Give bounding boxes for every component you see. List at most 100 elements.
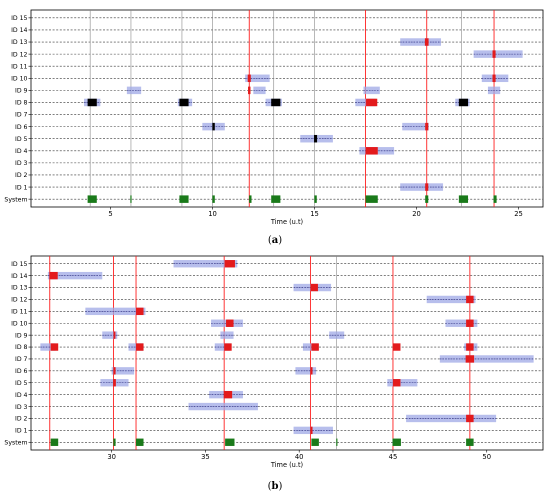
interval-band bbox=[302, 343, 318, 351]
y-tick-label: ID 14 bbox=[11, 27, 27, 34]
marker-green bbox=[493, 195, 497, 203]
marker-black bbox=[458, 98, 469, 107]
interval-band bbox=[214, 343, 230, 351]
marker-black bbox=[179, 98, 189, 107]
marker-black bbox=[212, 122, 215, 131]
marker-red bbox=[310, 426, 313, 435]
marker-green bbox=[136, 438, 144, 446]
marker-red bbox=[466, 414, 474, 423]
y-tick-label: ID 2 bbox=[15, 416, 28, 423]
y-tick-label: ID 13 bbox=[11, 285, 27, 292]
x-tick-label: 15 bbox=[310, 210, 319, 218]
x-tick-label: 10 bbox=[208, 210, 217, 218]
plot-frame bbox=[30, 9, 544, 208]
marker-red bbox=[224, 343, 232, 351]
marker-green bbox=[314, 195, 317, 203]
interval-band bbox=[173, 260, 238, 268]
marker-red bbox=[223, 390, 233, 399]
y-tick-label: ID 11 bbox=[11, 309, 27, 316]
marker-red bbox=[248, 86, 251, 95]
marker-red bbox=[365, 147, 378, 155]
interval-band bbox=[295, 367, 317, 375]
marker-black bbox=[271, 98, 281, 107]
y-tick-label: ID 10 bbox=[11, 320, 27, 327]
x-tick-label: 35 bbox=[201, 453, 210, 461]
y-tick-label: System bbox=[4, 439, 27, 446]
y-tick-label: ID 8 bbox=[15, 344, 28, 351]
interval-band bbox=[355, 98, 376, 107]
marker-green bbox=[212, 195, 215, 203]
chart-b: System ID 1 ID 2 ID 3 ID 4 ID 5 ID 6 ID 7 ID 8 ID… bbox=[4, 255, 544, 469]
marker-green bbox=[225, 438, 235, 446]
marker-red bbox=[424, 38, 429, 46]
marker-red bbox=[466, 343, 474, 351]
marker-green bbox=[425, 195, 429, 203]
marker-black bbox=[314, 134, 318, 143]
y-tick-label: ID 6 bbox=[15, 368, 28, 375]
marker-red bbox=[392, 379, 401, 387]
y-tick-label: ID 1 bbox=[15, 184, 28, 191]
marker-red bbox=[366, 98, 378, 107]
interval-band bbox=[387, 379, 418, 387]
x-tick-label: 25 bbox=[514, 210, 523, 218]
interval-band bbox=[400, 183, 444, 191]
y-tick-label: ID 2 bbox=[15, 172, 28, 179]
marker-red bbox=[466, 295, 474, 304]
marker-green bbox=[458, 195, 469, 203]
y-tick-label: ID 3 bbox=[15, 160, 28, 167]
y-tick-label: ID 5 bbox=[15, 136, 28, 143]
marker-green bbox=[130, 195, 132, 203]
y-tick-label: ID 1 bbox=[15, 428, 28, 435]
marker-red bbox=[310, 367, 313, 375]
x-axis-label: Time (u.t) bbox=[270, 461, 303, 469]
y-tick-label: ID 11 bbox=[11, 63, 27, 70]
marker-black bbox=[87, 98, 97, 107]
marker-red bbox=[492, 74, 496, 83]
y-tick-label: ID 6 bbox=[15, 124, 28, 131]
y-tick-label: ID 5 bbox=[15, 380, 28, 387]
marker-red bbox=[136, 307, 144, 316]
marker-red bbox=[113, 331, 116, 339]
y-tick-label: ID 9 bbox=[15, 88, 28, 95]
x-tick-label: 5 bbox=[108, 210, 112, 218]
marker-red bbox=[49, 271, 58, 280]
y-tick-label: ID 8 bbox=[15, 100, 28, 107]
marker-green bbox=[311, 438, 319, 446]
x-tick-label: 30 bbox=[107, 453, 116, 461]
y-tick-label: ID 7 bbox=[15, 112, 28, 119]
marker-red bbox=[310, 283, 318, 292]
interval-band bbox=[102, 331, 118, 339]
y-tick-label: ID 13 bbox=[11, 39, 27, 46]
marker-red bbox=[425, 122, 429, 131]
marker-red bbox=[425, 183, 429, 191]
marker-green bbox=[87, 195, 97, 203]
marker-red bbox=[113, 367, 116, 375]
marker-green bbox=[392, 438, 401, 446]
y-tick-label: ID 10 bbox=[11, 75, 27, 82]
y-tick-label: ID 15 bbox=[11, 261, 27, 268]
marker-red bbox=[50, 343, 59, 351]
interval-band bbox=[445, 319, 478, 327]
caption-a: (a) bbox=[268, 235, 282, 246]
marker-green bbox=[365, 195, 378, 203]
marker-green bbox=[466, 438, 474, 446]
interval-band bbox=[188, 402, 258, 411]
marker-red bbox=[466, 319, 474, 327]
x-tick-label: 20 bbox=[412, 210, 421, 218]
y-tick-label: ID 12 bbox=[11, 51, 27, 58]
marker-red bbox=[224, 260, 235, 268]
interval-band bbox=[402, 122, 429, 131]
y-tick-label: ID 14 bbox=[11, 273, 27, 280]
marker-green bbox=[336, 438, 338, 446]
x-tick-label: 50 bbox=[482, 453, 491, 461]
marker-green bbox=[50, 438, 59, 446]
marker-green bbox=[179, 195, 189, 203]
marker-red bbox=[247, 74, 251, 83]
interval-band bbox=[40, 343, 56, 351]
marker-red bbox=[226, 319, 234, 327]
y-tick-label: System bbox=[4, 196, 27, 203]
chart-a: System ID 1 ID 2 ID 3 ID 4 ID 5 ID 6 ID 7 ID 8 ID… bbox=[4, 9, 544, 226]
y-tick-label: ID 15 bbox=[11, 15, 27, 22]
interval-band bbox=[126, 86, 142, 95]
